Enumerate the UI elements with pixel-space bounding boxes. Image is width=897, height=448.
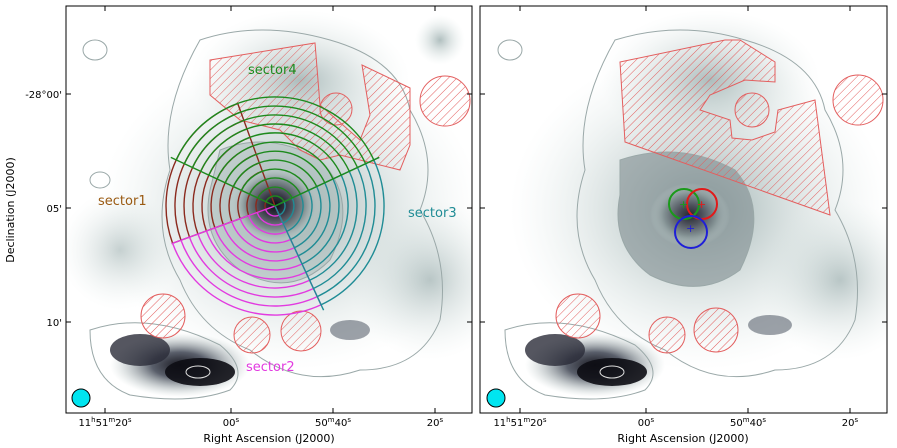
- sector3-annulus: [278, 201, 286, 216]
- sector3-annulus: [294, 186, 322, 249]
- x-tick-label: 11h51m20s: [493, 416, 546, 429]
- sector4-annulus: [191, 114, 359, 168]
- sector3-annulus: [297, 182, 331, 257]
- sector4-label: sector4: [248, 63, 297, 78]
- sector3-annulus: [301, 178, 340, 265]
- sector2-annulus: [231, 221, 295, 253]
- sector2-annulus: [197, 233, 310, 289]
- sector2-annulus: [264, 209, 280, 217]
- left-panel: sector4 sector1 sector3 sector2: [65, 5, 473, 414]
- sector2-annulus: [256, 212, 284, 226]
- sector4-edge: [274, 156, 380, 207]
- green-cross-marker: +: [679, 198, 688, 211]
- sector4-edge: [170, 156, 276, 207]
- green-region-circle: [668, 188, 700, 220]
- sector4-annulus: [265, 195, 285, 203]
- sector4-annulus: [257, 186, 293, 199]
- y-tick-label: 10': [47, 318, 62, 329]
- sector3-label: sector3: [408, 206, 457, 221]
- sector3-annulus: [317, 163, 376, 298]
- left-image: [66, 10, 472, 400]
- sector4-annulus: [175, 96, 375, 161]
- sector4-annulus: [248, 177, 302, 195]
- y-axis-label: Declination (J2000): [4, 157, 17, 263]
- x-tick-label: 11h51m20s: [78, 416, 131, 429]
- sector1-label: sector1: [98, 194, 147, 209]
- sector4-annuli: [170, 96, 380, 207]
- x-tick-label: 50m40s: [315, 416, 351, 429]
- x-tick-label: 50m40s: [730, 416, 766, 429]
- x-tick-label: 00s: [223, 416, 240, 429]
- sector4-annulus: [216, 141, 334, 180]
- x-axis-label-right: Right Ascension (J2000): [617, 432, 748, 445]
- sector4-annulus: [200, 123, 350, 172]
- right-image: + + +: [497, 10, 887, 400]
- axes: [66, 6, 887, 413]
- beam-left: [71, 388, 91, 408]
- sector2-label: sector2: [246, 360, 295, 375]
- sector3-annuli: [274, 156, 385, 311]
- y-tick-label: -28°00': [25, 90, 62, 101]
- sector3-annulus: [286, 193, 304, 233]
- sector4-annulus: [183, 105, 367, 164]
- sector2-annulus: [171, 243, 322, 316]
- sector2-annulus: [214, 227, 303, 271]
- sector3-annulus: [290, 190, 313, 241]
- sector3-annulus: [305, 174, 349, 273]
- x-axis-label-left: Right Ascension (J2000): [203, 432, 334, 445]
- x-tick-label: 20s: [842, 416, 859, 429]
- sector2-annulus: [239, 218, 291, 244]
- sector3-annulus: [320, 159, 385, 306]
- sector2-annulus: [188, 236, 314, 298]
- x-tick-label: 00s: [638, 416, 655, 429]
- sector2-annulus: [180, 239, 318, 307]
- red-cross-marker: +: [697, 198, 706, 211]
- red-region-circle: [686, 188, 718, 220]
- x-tick-label: 20s: [427, 416, 444, 429]
- y-tick-label: 05': [47, 204, 62, 215]
- sector2-annulus: [248, 215, 288, 235]
- sector2-edge: [171, 205, 276, 245]
- blue-region-circle: [674, 215, 708, 249]
- sector2-annulus: [205, 230, 307, 280]
- sector3-annulus: [282, 197, 295, 224]
- sector3-annulus: [309, 171, 358, 281]
- beam-right: [486, 388, 506, 408]
- right-panel: + + +: [479, 5, 888, 414]
- sector4-annulus: [224, 150, 326, 184]
- sector2-annulus: [222, 224, 299, 262]
- sector4-annulus: [240, 168, 310, 191]
- sectors-group: [165, 96, 385, 316]
- sector4-annulus: [232, 159, 318, 187]
- blue-cross-marker: +: [686, 222, 695, 235]
- sector3-annulus: [313, 167, 367, 290]
- sector3-edge: [274, 205, 325, 311]
- sector4-annulus: [208, 132, 342, 176]
